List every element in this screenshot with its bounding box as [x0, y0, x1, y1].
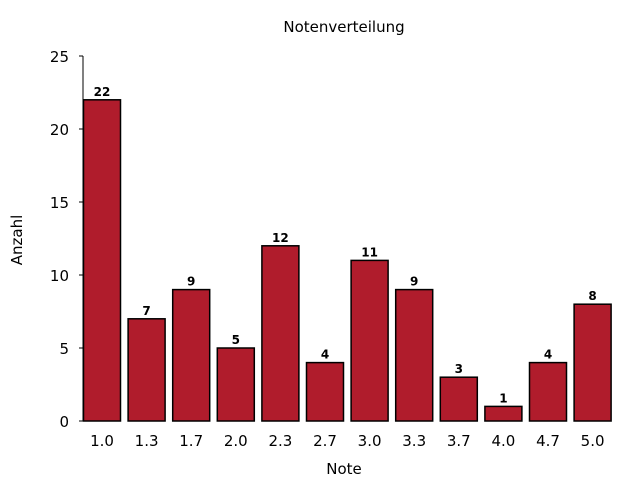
x-tick-label: 4.7	[536, 432, 560, 450]
data-label: 8	[588, 289, 596, 303]
data-label: 12	[272, 231, 289, 245]
x-tick-label: 2.3	[268, 432, 292, 450]
y-tick-label: 10	[50, 267, 69, 285]
x-tick-label: 2.7	[313, 432, 337, 450]
x-tick-label: 5.0	[581, 432, 605, 450]
bar	[216, 347, 256, 422]
bar	[127, 318, 166, 422]
x-tick-label: 4.0	[491, 432, 515, 450]
bar	[171, 288, 211, 422]
bar	[439, 376, 479, 422]
bar	[528, 361, 568, 422]
y-tick-label: 20	[50, 121, 69, 139]
x-tick-label: 1.3	[135, 432, 159, 450]
x-tick-label: 2.0	[224, 432, 248, 450]
x-tick-label: 3.3	[402, 432, 426, 450]
y-tick-label: 25	[50, 48, 69, 66]
data-label: 9	[187, 275, 195, 289]
data-label: 9	[410, 275, 418, 289]
bar	[573, 303, 612, 422]
x-tick-label: 3.0	[358, 432, 382, 450]
data-label: 7	[142, 304, 150, 318]
x-tick-label: 3.7	[447, 432, 471, 450]
bar	[261, 245, 300, 422]
bar	[305, 361, 345, 422]
x-tick-label: 1.0	[90, 432, 114, 450]
x-axis-label: Note	[326, 460, 362, 478]
bar	[394, 288, 434, 422]
x-tick-label: 1.7	[179, 432, 203, 450]
chart-title: Notenverteilung	[283, 18, 404, 36]
bar	[350, 259, 389, 422]
y-tick-label: 0	[59, 413, 69, 431]
y-tick-label: 15	[50, 194, 69, 212]
data-label: 5	[232, 333, 240, 347]
bar	[484, 405, 523, 422]
data-label: 4	[544, 348, 552, 362]
y-tick-label: 5	[59, 340, 69, 358]
y-axis-label: Anzahl	[8, 215, 26, 266]
data-label: 4	[321, 348, 329, 362]
data-label: 22	[94, 85, 111, 99]
data-label: 1	[499, 391, 507, 405]
bar	[82, 99, 122, 422]
data-label: 11	[361, 245, 378, 259]
data-label: 3	[455, 362, 463, 376]
